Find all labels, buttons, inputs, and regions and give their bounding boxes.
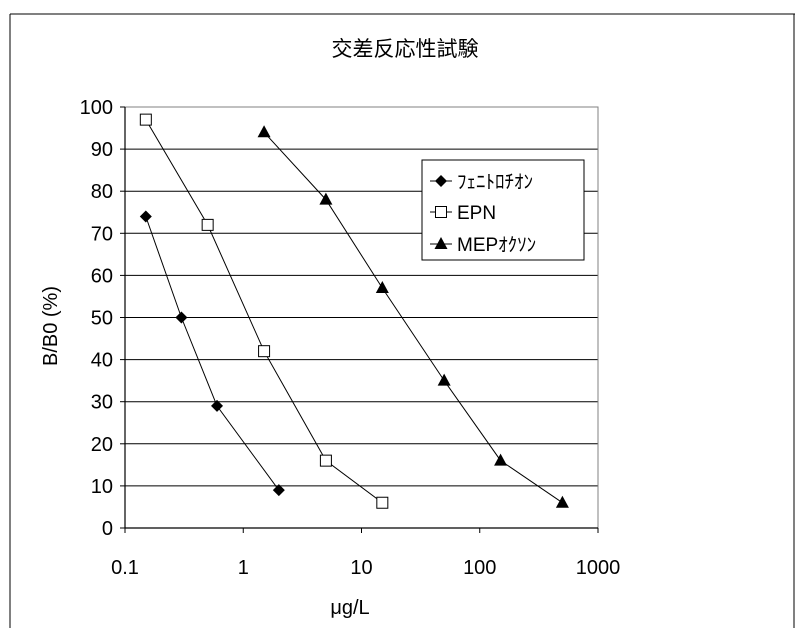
x-tick-label: 100 [463,557,496,579]
data-point-diamond [272,484,285,497]
y-tick-label: 80 [91,181,113,203]
x-tick-label: 0.1 [111,557,139,579]
data-point-diamond [139,210,152,223]
data-point-triangle [257,125,271,138]
series [139,113,389,509]
data-point-square [139,113,152,126]
data-point-diamond [435,175,447,187]
legend-item: ﾌｪﾆﾄﾛﾁｵﾝ [430,172,533,193]
legend: ﾌｪﾆﾄﾛﾁｵﾝ EPN MEPｵｸｿﾝ [421,159,585,261]
data-point-square [435,206,447,218]
data-point-triangle [437,373,451,386]
series-line [145,216,280,491]
y-tick-label: 100 [80,97,113,119]
x-tick-label: 10 [350,557,372,579]
y-axis-label: B/B0 (%) [40,286,62,366]
data-point-diamond [211,399,224,412]
series-line [145,119,383,504]
legend-box [421,159,585,261]
data-point-triangle [555,495,569,508]
data-point-square [319,454,332,467]
y-tick-label: 30 [91,392,113,414]
data-point-square [201,218,214,231]
data-point-triangle [434,237,448,249]
data-point-diamond [175,311,188,324]
y-tick-label: 60 [91,265,113,287]
y-tick-label: 10 [91,476,113,498]
series [257,125,569,508]
chart-title: 交差反応性試験 [332,38,479,61]
data-point-triangle [375,281,389,294]
series-line [263,131,563,504]
legend-label: ﾌｪﾆﾄﾛﾁｵﾝ [457,172,533,193]
y-tick-label: 70 [91,223,113,245]
y-tick-label: 0 [102,518,113,540]
y-tick-label: 50 [91,308,113,330]
data-point-triangle [319,192,333,205]
legend-label: EPN [457,203,496,224]
x-tick-label: 1 [238,557,249,579]
x-axis-label: μg/L [330,597,369,619]
data-point-square [376,496,389,509]
legend-label: MEPｵｸｿﾝ [457,235,536,256]
y-tick-label: 90 [91,139,113,161]
legend-item: EPN [430,203,496,224]
data-point-square [258,345,271,358]
y-tick-label: 40 [91,350,113,372]
axes: 0 10 20 30 40 50 60 70 80 90 100 0.1 1 10 100 1000 [80,97,621,579]
series [139,210,285,497]
series-layer [139,113,569,509]
data-point-triangle [494,453,508,466]
legend-item: MEPｵｸｿﾝ [430,235,536,256]
x-tick-label: 1000 [576,557,621,579]
y-tick-label: 20 [91,434,113,456]
